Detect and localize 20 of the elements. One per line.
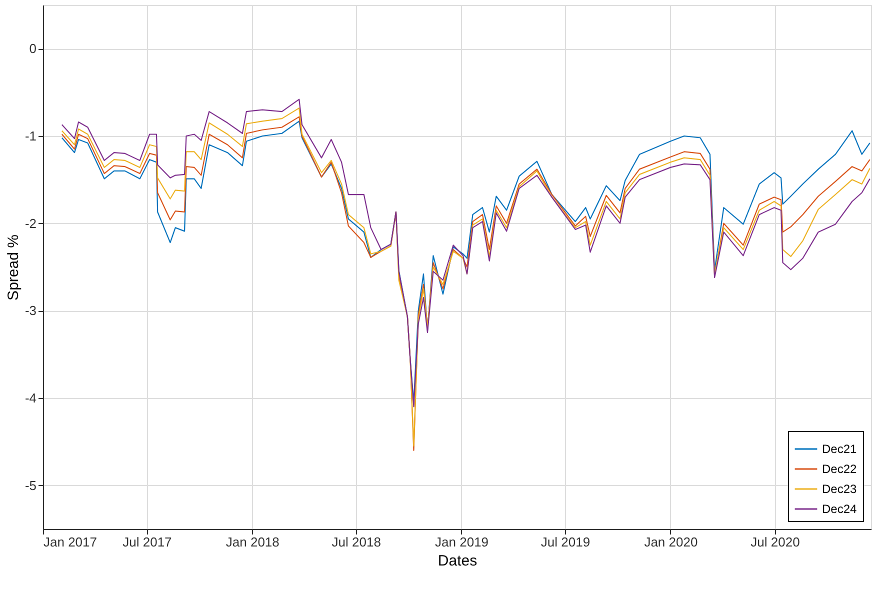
x-tick-label: Jan 2020 <box>644 534 698 550</box>
y-tick-label: 0 <box>29 41 36 56</box>
y-axis-title: Spread % <box>4 234 22 300</box>
x-tick-label: Jan 2018 <box>226 534 280 550</box>
y-tick-label: -4 <box>24 390 36 406</box>
x-tick-label: Jul 2019 <box>540 534 590 550</box>
x-axis-title: Dates <box>438 552 478 570</box>
y-tick-label: -5 <box>24 478 36 493</box>
x-tick-label: Jul 2020 <box>750 534 800 550</box>
x-tick-label: Jan 2017 <box>44 534 97 550</box>
x-tick-label: Jul 2018 <box>332 534 381 550</box>
legend-label: Dec23 <box>822 482 858 496</box>
legend-label: Dec22 <box>822 462 858 476</box>
x-tick-label: Jan 2019 <box>435 534 489 550</box>
y-tick-label: -2 <box>24 216 36 231</box>
legend-label: Dec21 <box>822 442 858 456</box>
x-tick-label: Jul 2017 <box>122 534 172 550</box>
y-tick-label: -1 <box>24 128 36 144</box>
y-tick-label: -3 <box>24 303 36 318</box>
legend-label: Dec24 <box>822 502 858 516</box>
